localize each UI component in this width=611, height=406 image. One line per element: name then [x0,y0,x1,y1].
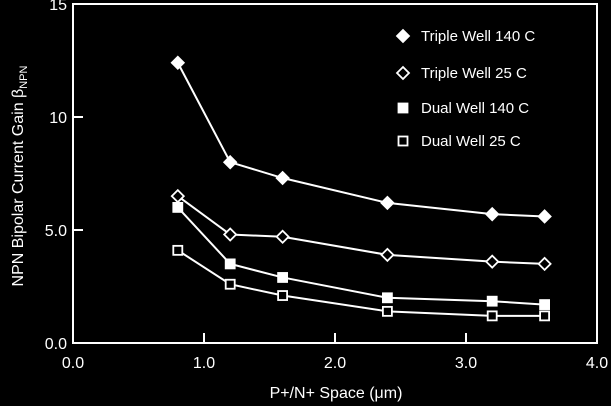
series-line [177,249,545,317]
data-point [222,154,238,170]
series-line [177,195,545,265]
data-point [484,206,500,222]
x-axis-title: P+/N+ Space (μm) [270,385,403,402]
data-point [486,310,498,322]
x-tick-label: 4.0 [586,355,608,372]
x-tick-label: 2.0 [324,355,346,372]
y-tick-label: 5.0 [45,223,67,240]
data-point [275,229,290,245]
data-point [381,292,393,304]
y-tick-label: 10 [49,110,67,127]
series-2 [170,188,552,272]
legend-entry: Triple Well 140 C [395,28,535,45]
data-point [397,135,409,147]
data-point [537,209,552,224]
series-line [176,62,545,218]
series-4 [172,244,550,322]
data-point [277,272,289,283]
x-tick-label: 3.0 [455,355,477,372]
data-point [224,258,236,270]
data-point [172,201,184,213]
data-point [275,170,290,186]
y-tick-label: 15 [49,0,67,14]
plot-frame [72,3,598,344]
data-point [395,28,411,44]
data-point [397,102,409,114]
legend-label: Dual Well 140 C [421,100,529,117]
legend-entry: Dual Well 140 C [397,100,529,117]
data-point [537,256,552,272]
y-tick-label: 0.0 [45,336,67,353]
data-point [381,305,393,317]
series-1 [170,55,552,224]
legend-label: Triple Well 25 C [421,65,527,82]
data-point [484,254,500,269]
legend: Triple Well 140 C Triple Well 25 C Dual We… [395,28,535,150]
series-3 [172,201,550,310]
y-axis-title-subscript: NPN [18,65,30,88]
legend-label: Dual Well 25 C [421,133,521,150]
series-layer [170,55,552,322]
data-point [222,227,238,242]
legend-entry: Dual Well 25 C [397,133,521,150]
data-point [172,244,184,256]
data-point [170,55,186,71]
y-axis-title: NPN Bipolar Current Gain βNPN [10,65,30,286]
legend-entry: Triple Well 25 C [395,65,527,82]
data-point [486,295,498,307]
data-point [380,247,395,263]
data-point [539,310,550,322]
data-point [380,195,395,211]
data-point [539,299,550,310]
data-point [395,65,411,81]
data-point [277,290,289,301]
axes: 0.0 1.0 2.0 3.0 4.0 0.0 5.0 10 15 [45,0,608,372]
series-line [177,206,545,306]
data-point [224,278,236,290]
x-tick-label: 0.0 [62,355,84,372]
legend-label: Triple Well 140 C [421,28,535,45]
x-tick-label: 1.0 [193,355,215,372]
